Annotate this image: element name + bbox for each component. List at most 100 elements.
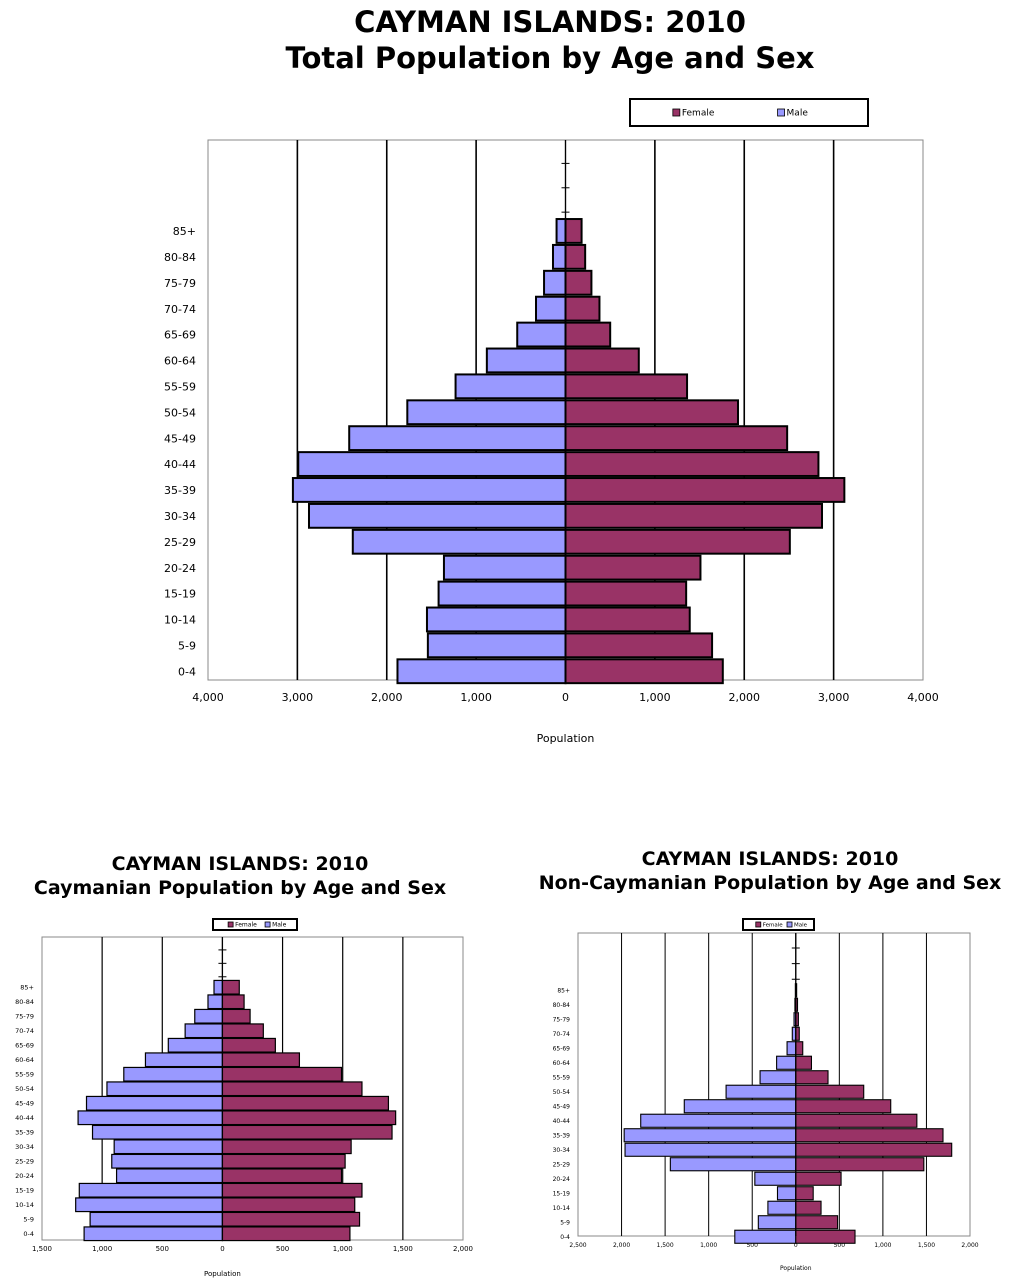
total-female-bar-40-44 xyxy=(564,451,820,477)
noncaymanian-x-tick-label: 2,000 xyxy=(613,1242,630,1249)
caymanian-age-label: 60-64 xyxy=(15,1056,34,1064)
caymanian-age-label: 85+ xyxy=(20,984,34,992)
caymanian-male-bar-40-44 xyxy=(77,1110,224,1126)
caymanian-title-line-1: CAYMAN ISLANDS: 2010 xyxy=(111,853,369,875)
noncaymanian-male-bar-30-34 xyxy=(624,1142,797,1157)
caymanian-age-label: 30-34 xyxy=(15,1143,34,1151)
caymanian-age-label: 25-29 xyxy=(15,1158,34,1166)
noncaymanian-age-label: 25-29 xyxy=(553,1162,571,1169)
noncaymanian-title-line-1: CAYMAN ISLANDS: 2010 xyxy=(641,848,899,870)
caymanian-male-bar-25-29 xyxy=(111,1153,224,1169)
main-title-line-1: CAYMAN ISLANDS: 2010 xyxy=(354,5,746,39)
noncaymanian-male-bar-10-14 xyxy=(767,1200,797,1215)
caymanian-male-bar-0-4 xyxy=(83,1226,224,1242)
total-age-label: 45-49 xyxy=(164,432,196,445)
caymanian-age-label: 15-19 xyxy=(15,1187,34,1195)
caymanian-female-bar-10-14 xyxy=(221,1197,356,1213)
caymanian-age-label: 0-4 xyxy=(23,1230,34,1238)
caymanian-male-bar-10-14 xyxy=(75,1197,224,1213)
total-female-bar-0-4 xyxy=(564,658,724,685)
total-age-label: 30-34 xyxy=(164,510,196,523)
total-male-bar-65-69 xyxy=(516,321,567,348)
total-age-label: 0-4 xyxy=(178,665,196,678)
noncaymanian-age-label: 20-24 xyxy=(553,1176,571,1183)
total-male-bar-60-64 xyxy=(485,347,567,374)
noncaymanian-legend-label-male: Male xyxy=(794,922,808,928)
noncaymanian-legend-box xyxy=(742,918,815,931)
total-female-bar-15-19 xyxy=(564,580,688,607)
caymanian-x-tick-label: 1,500 xyxy=(32,1245,52,1253)
caymanian-male-bar-35-39 xyxy=(91,1124,224,1140)
caymanian-age-label: 20-24 xyxy=(15,1172,34,1180)
noncaymanian-female-bar-15-19 xyxy=(795,1186,814,1201)
total-male-bar-0-4 xyxy=(396,658,567,685)
total-age-label: 35-39 xyxy=(164,484,196,497)
total-x-tick-label: 2,000 xyxy=(371,691,403,704)
noncaymanian-female-bar-50-54 xyxy=(795,1084,865,1099)
total-female-bar-50-54 xyxy=(564,399,739,426)
caymanian-age-label: 65-69 xyxy=(15,1042,34,1050)
caymanian-male-bar-50-54 xyxy=(106,1081,224,1097)
total-male-bar-80-84 xyxy=(551,243,567,270)
caymanian-x-tick-label: 1,000 xyxy=(333,1245,353,1253)
caymanian-age-label: 55-59 xyxy=(15,1071,34,1079)
noncaymanian-female-bar-45-49 xyxy=(795,1099,892,1114)
noncaymanian-pyramid-chart: 2,500 2,000 1,500 1,000 500 0 500 1,000 1,500 2,0… xyxy=(553,918,979,1272)
noncaymanian-age-label: 40-44 xyxy=(553,1118,571,1125)
total-x-tick-label: 1,000 xyxy=(460,691,492,704)
caymanian-legend-swatch-female xyxy=(227,921,234,928)
noncaymanian-male-bar-40-44 xyxy=(640,1113,797,1128)
total-female-bar-80-84 xyxy=(564,243,587,270)
total-female-bar-10-14 xyxy=(564,606,691,633)
noncaymanian-title-line-2: Non-Caymanian Population by Age and Sex xyxy=(538,871,1002,894)
total-male-bar-70-74 xyxy=(535,295,567,322)
noncaymanian-age-label: 5-9 xyxy=(560,1220,570,1227)
total-age-label: 15-19 xyxy=(164,588,196,601)
caymanian-legend-label-female: Female xyxy=(235,922,257,929)
noncaymanian-x-tick-label: 2,000 xyxy=(961,1242,978,1249)
noncaymanian-male-bar-5-9 xyxy=(757,1215,797,1230)
caymanian-age-label: 40-44 xyxy=(15,1114,34,1122)
total-male-bar-85+ xyxy=(555,218,567,244)
caymanian-age-label: 50-54 xyxy=(15,1085,34,1093)
noncaymanian-female-bar-30-34 xyxy=(795,1142,953,1157)
noncaymanian-male-bar-55-59 xyxy=(759,1070,797,1085)
caymanian-female-bar-20-24 xyxy=(221,1168,343,1184)
total-x-tick-label: 3,000 xyxy=(818,691,850,704)
caymanian-male-bar-60-64 xyxy=(144,1052,224,1068)
caymanian-female-bar-70-74 xyxy=(221,1023,264,1039)
noncaymanian-female-bar-20-24 xyxy=(795,1171,842,1186)
total-female-bar-55-59 xyxy=(564,373,689,400)
noncaymanian-x-tick-label: 2,500 xyxy=(569,1242,586,1249)
noncaymanian-male-bar-15-19 xyxy=(776,1186,797,1201)
total-male-bar-30-34 xyxy=(307,502,567,529)
total-female-bar-25-29 xyxy=(564,528,791,555)
caymanian-age-label: 35-39 xyxy=(15,1129,34,1137)
total-age-label: 65-69 xyxy=(164,329,196,342)
total-x-tick-label: 4,000 xyxy=(192,691,224,704)
caymanian-x-tick-label: 1,500 xyxy=(393,1245,413,1253)
noncaymanian-x-tick-label: 500 xyxy=(746,1242,758,1249)
noncaymanian-age-label: 15-19 xyxy=(553,1191,571,1198)
caymanian-male-bar-45-49 xyxy=(85,1095,224,1111)
noncaymanian-x-tick-label: 1,000 xyxy=(700,1242,717,1249)
caymanian-age-label: 80-84 xyxy=(15,998,34,1006)
total-legend-swatch-male xyxy=(777,108,785,117)
caymanian-age-label: 70-74 xyxy=(15,1027,34,1035)
caymanian-female-bar-85+ xyxy=(221,979,240,995)
noncaymanian-x-tick-label: 0 xyxy=(794,1242,798,1249)
total-legend-label-male: Male xyxy=(787,109,809,119)
caymanian-x-tick-label: 500 xyxy=(156,1245,169,1253)
noncaymanian-legend-label-female: Female xyxy=(763,922,784,928)
total-male-bar-75-79 xyxy=(543,269,567,296)
total-female-bar-85+ xyxy=(564,218,583,244)
caymanian-female-bar-45-49 xyxy=(221,1095,390,1111)
caymanian-female-bar-75-79 xyxy=(221,1008,251,1024)
total-age-label: 60-64 xyxy=(164,355,196,368)
noncaymanian-legend: Female Male xyxy=(742,918,815,931)
noncaymanian-female-bar-55-59 xyxy=(795,1070,829,1085)
noncaymanian-x-axis-label: Population xyxy=(780,1265,812,1272)
total-female-bar-70-74 xyxy=(564,295,601,322)
caymanian-female-bar-65-69 xyxy=(221,1037,276,1053)
